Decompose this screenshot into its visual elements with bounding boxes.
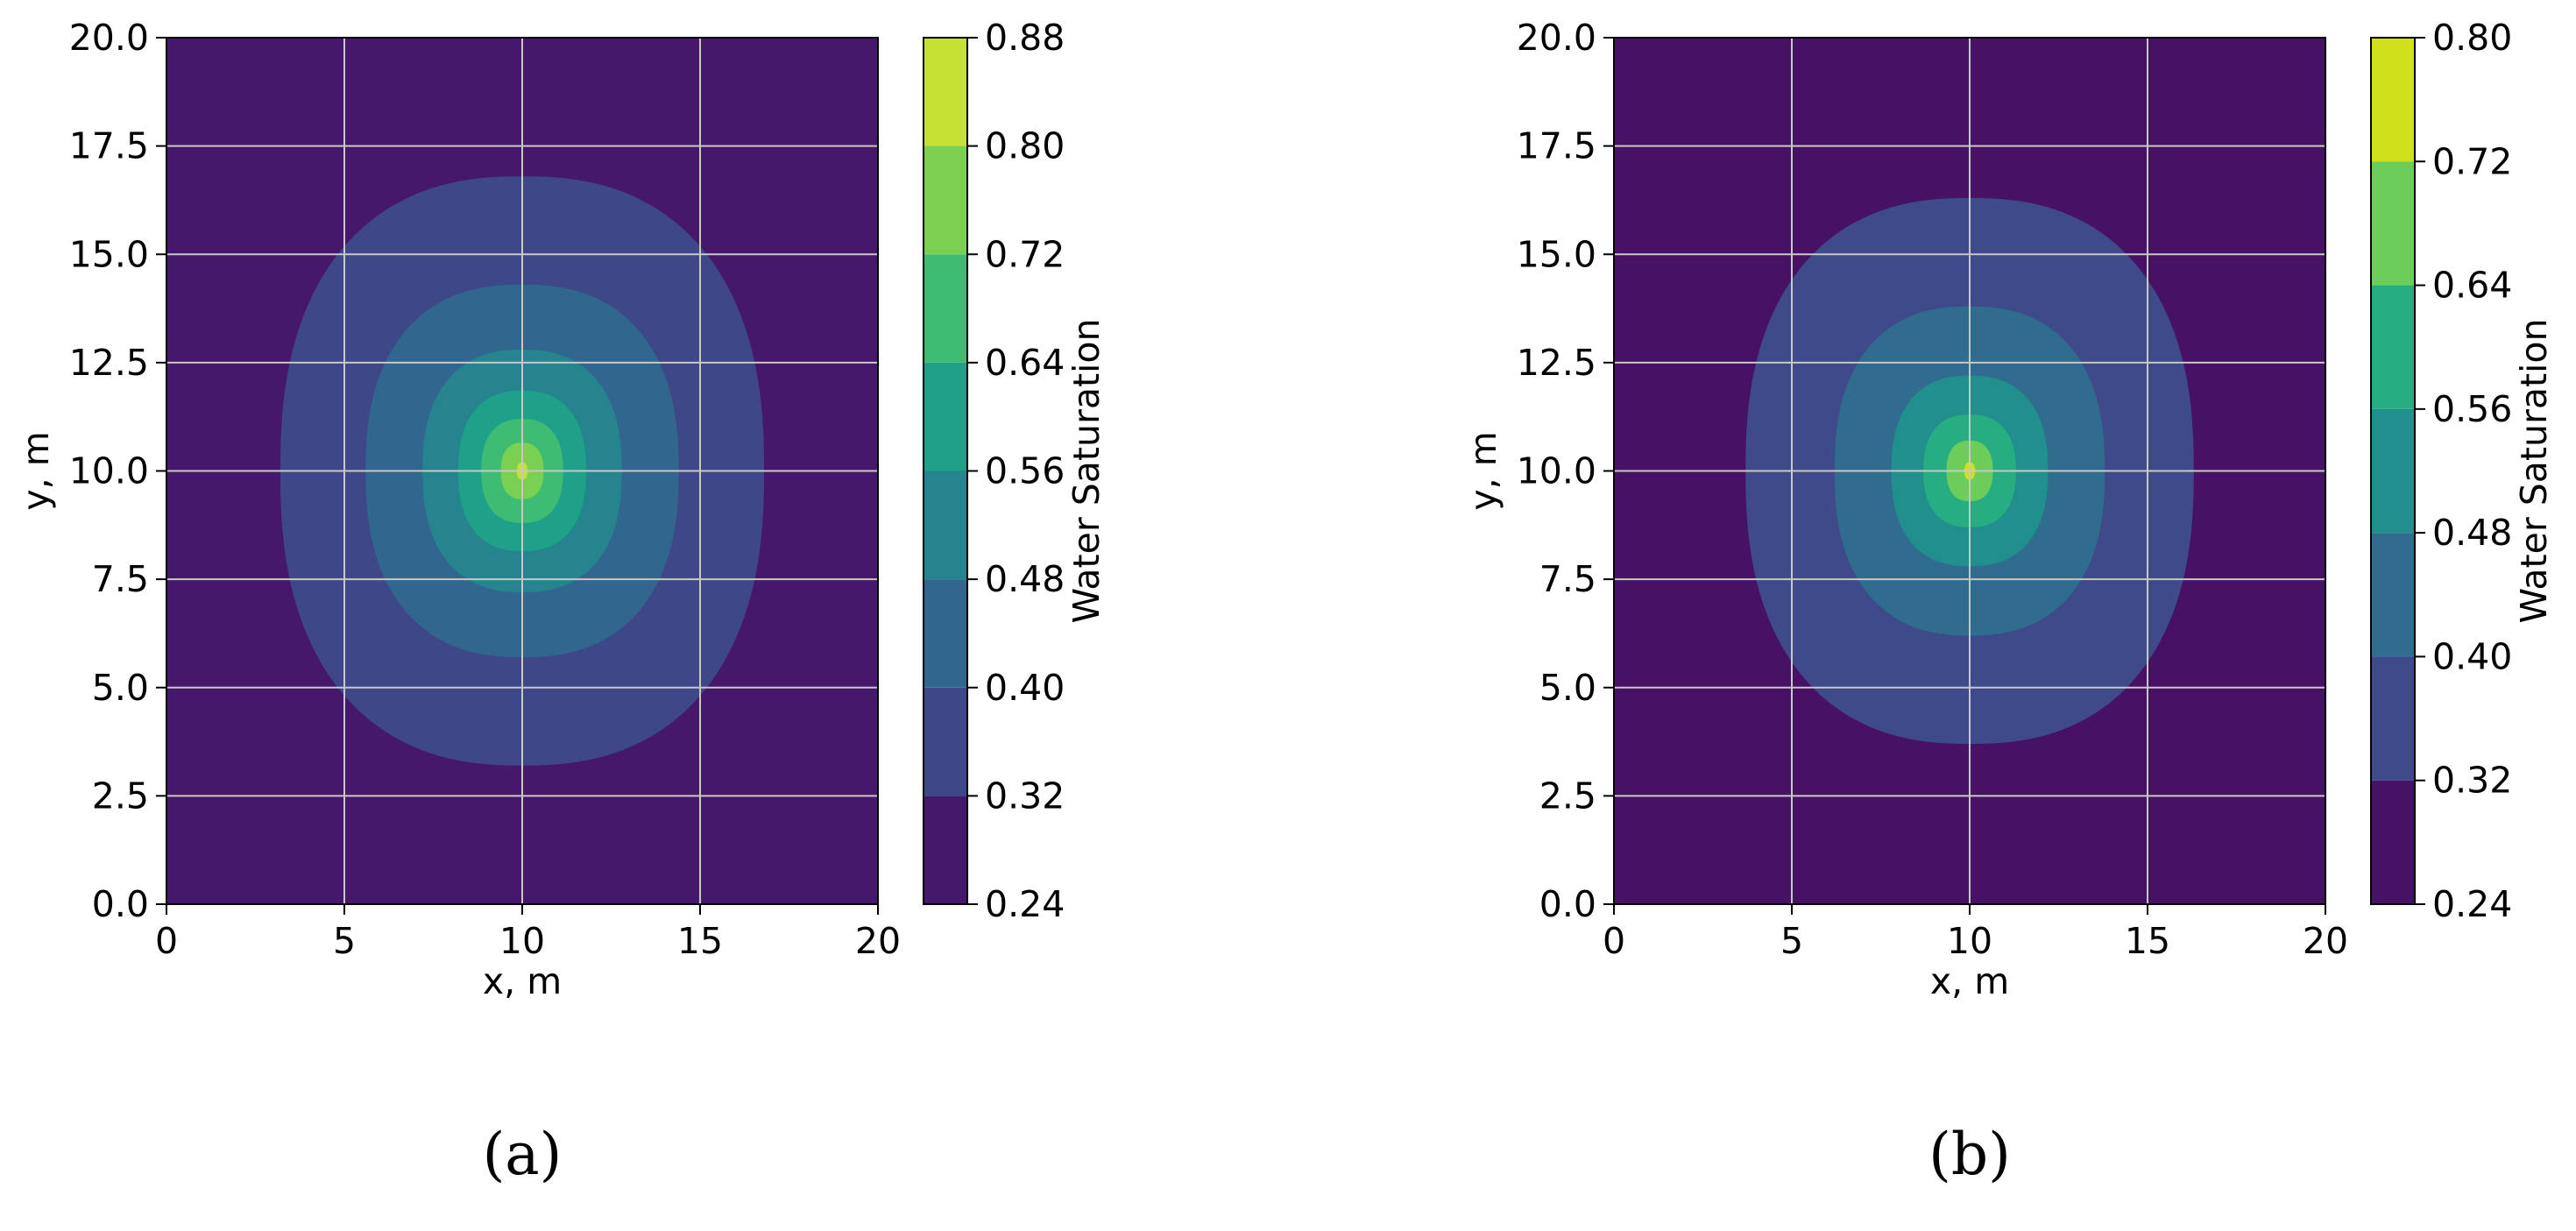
colorbar-band (924, 38, 967, 146)
colorbar-tick-label: 0.48 (2432, 512, 2512, 554)
panel-label: (b) (1928, 1121, 2011, 1188)
colorbar-tick-label: 0.88 (985, 17, 1065, 59)
colorbar-band (2371, 285, 2415, 409)
y-tick-label: 5.0 (92, 667, 149, 709)
colorbar-tick-label: 0.56 (985, 450, 1065, 492)
x-tick-label: 15 (2125, 920, 2170, 962)
colorbar-label: Water Saturation (1065, 319, 1108, 624)
colorbar-band (2371, 656, 2415, 781)
colorbar-tick-label: 0.32 (2432, 760, 2512, 802)
panel-label: (a) (483, 1121, 563, 1188)
colorbar-band (2371, 533, 2415, 657)
colorbar: 0.24 0.32 0.40 0.48 0.56 0.64 0.72 0.80 0.88 Wate… (923, 17, 1108, 925)
colorbar-band (2371, 780, 2415, 904)
colorbar-tick-label: 0.64 (2432, 265, 2512, 307)
colorbar-tick-label: 0.72 (2432, 140, 2512, 182)
y-tick-label: 12.5 (69, 342, 149, 384)
x-tick-label: 5 (1780, 920, 1803, 962)
colorbar-label: Water Saturation (2513, 319, 2555, 624)
colorbar-tick-label: 0.80 (2432, 17, 2512, 59)
x-tick-label: 20 (2303, 920, 2348, 962)
colorbar-tick-label: 0.24 (985, 883, 1065, 925)
colorbar-tick-label: 0.80 (985, 125, 1065, 167)
y-tick-label: 0.0 (92, 883, 149, 925)
y-tick-label: 15.0 (1517, 233, 1596, 275)
y-tick-label: 0.0 (1539, 883, 1596, 925)
colorbar-band (924, 796, 967, 904)
colorbar-tick-label: 0.32 (985, 775, 1065, 817)
x-tick-label: 0 (155, 920, 178, 962)
colorbar-tick-label: 0.72 (985, 233, 1065, 275)
colorbar-band (2371, 38, 2415, 162)
y-tick-label: 20.0 (1517, 17, 1596, 59)
x-tick-label: 10 (499, 920, 545, 962)
y-tick-label: 2.5 (1539, 775, 1596, 817)
x-tick-label: 20 (855, 920, 901, 962)
y-tick-label: 17.5 (69, 125, 149, 167)
x-tick-label: 15 (677, 920, 723, 962)
colorbar-band (2371, 161, 2415, 286)
colorbar-tick-label: 0.40 (2432, 635, 2512, 677)
y-tick-label: 17.5 (1517, 125, 1596, 167)
colorbar-tick-label: 0.40 (985, 667, 1065, 709)
y-tick-label: 7.5 (92, 558, 149, 600)
x-tick-label: 10 (1947, 920, 1992, 962)
y-axis-label: y, m (15, 431, 57, 510)
x-tick-label: 0 (1603, 920, 1625, 962)
y-axis-label: y, m (1462, 431, 1504, 510)
colorbar-band (2371, 408, 2415, 534)
colorbar-band (924, 470, 967, 580)
panel-a: 0 5 10 15 20 0.0 2.5 5.0 7.5 10.0 12.5 15.0 17.5 20.0… (15, 17, 1108, 1188)
colorbar-band (924, 254, 967, 363)
colorbar-band (924, 362, 967, 471)
x-tick-label: 5 (333, 920, 356, 962)
y-tick-label: 7.5 (1539, 558, 1596, 600)
colorbar: 0.24 0.32 0.40 0.48 0.56 0.64 0.72 0.80 Water Sa… (2370, 17, 2555, 925)
colorbar-tick-label: 0.64 (985, 342, 1065, 384)
colorbar-band (924, 687, 967, 796)
y-tick-label: 20.0 (69, 17, 149, 59)
y-tick-label: 15.0 (69, 233, 149, 275)
y-tick-label: 2.5 (92, 775, 149, 817)
x-axis-label: x, m (483, 960, 562, 1002)
colorbar-tick-label: 0.24 (2432, 883, 2512, 925)
colorbar-band (924, 145, 967, 255)
colorbar-tick-label: 0.48 (985, 558, 1065, 600)
y-tick-label: 5.0 (1539, 667, 1596, 709)
y-tick-label: 12.5 (1517, 342, 1596, 384)
colorbar-tick-label: 0.56 (2432, 388, 2512, 430)
colorbar-band (924, 579, 967, 688)
y-tick-label: 10.0 (69, 450, 149, 492)
x-axis-label: x, m (1930, 960, 2009, 1002)
panel-b: 0 5 10 15 20 0.0 2.5 5.0 7.5 10.0 12.5 15.0 17.5 20.0… (1462, 17, 2555, 1188)
colorbar-frame (2370, 37, 2416, 905)
y-tick-label: 10.0 (1517, 450, 1596, 492)
